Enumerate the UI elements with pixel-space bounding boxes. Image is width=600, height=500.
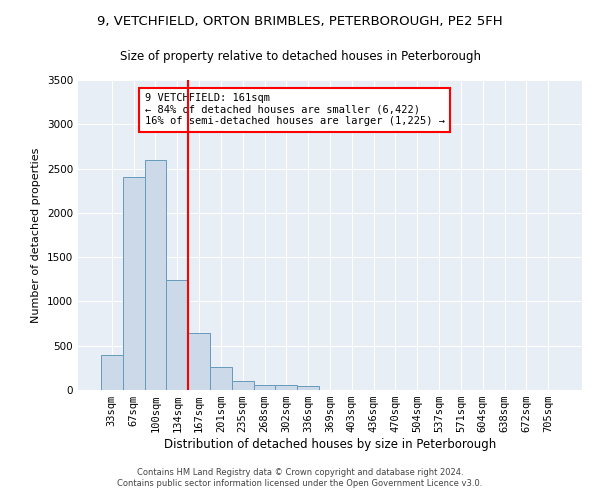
Bar [166, 280, 188, 390]
Y-axis label: Number of detached properties: Number of detached properties [31, 148, 41, 322]
Bar [232, 381, 254, 390]
Text: 9 VETCHFIELD: 161sqm
← 84% of detached houses are smaller (6,422)
16% of semi-de: 9 VETCHFIELD: 161sqm ← 84% of detached h… [145, 94, 445, 126]
Text: 9, VETCHFIELD, ORTON BRIMBLES, PETERBOROUGH, PE2 5FH: 9, VETCHFIELD, ORTON BRIMBLES, PETERBORO… [97, 15, 503, 28]
Bar [145, 160, 166, 390]
Bar [188, 334, 210, 390]
Text: Contains HM Land Registry data © Crown copyright and database right 2024.
Contai: Contains HM Land Registry data © Crown c… [118, 468, 482, 487]
Bar [275, 385, 297, 390]
Bar [297, 386, 319, 390]
Bar [101, 356, 123, 390]
X-axis label: Distribution of detached houses by size in Peterborough: Distribution of detached houses by size … [164, 438, 496, 451]
Bar [123, 178, 145, 390]
Bar [254, 384, 275, 390]
Bar [210, 367, 232, 390]
Text: Size of property relative to detached houses in Peterborough: Size of property relative to detached ho… [119, 50, 481, 63]
